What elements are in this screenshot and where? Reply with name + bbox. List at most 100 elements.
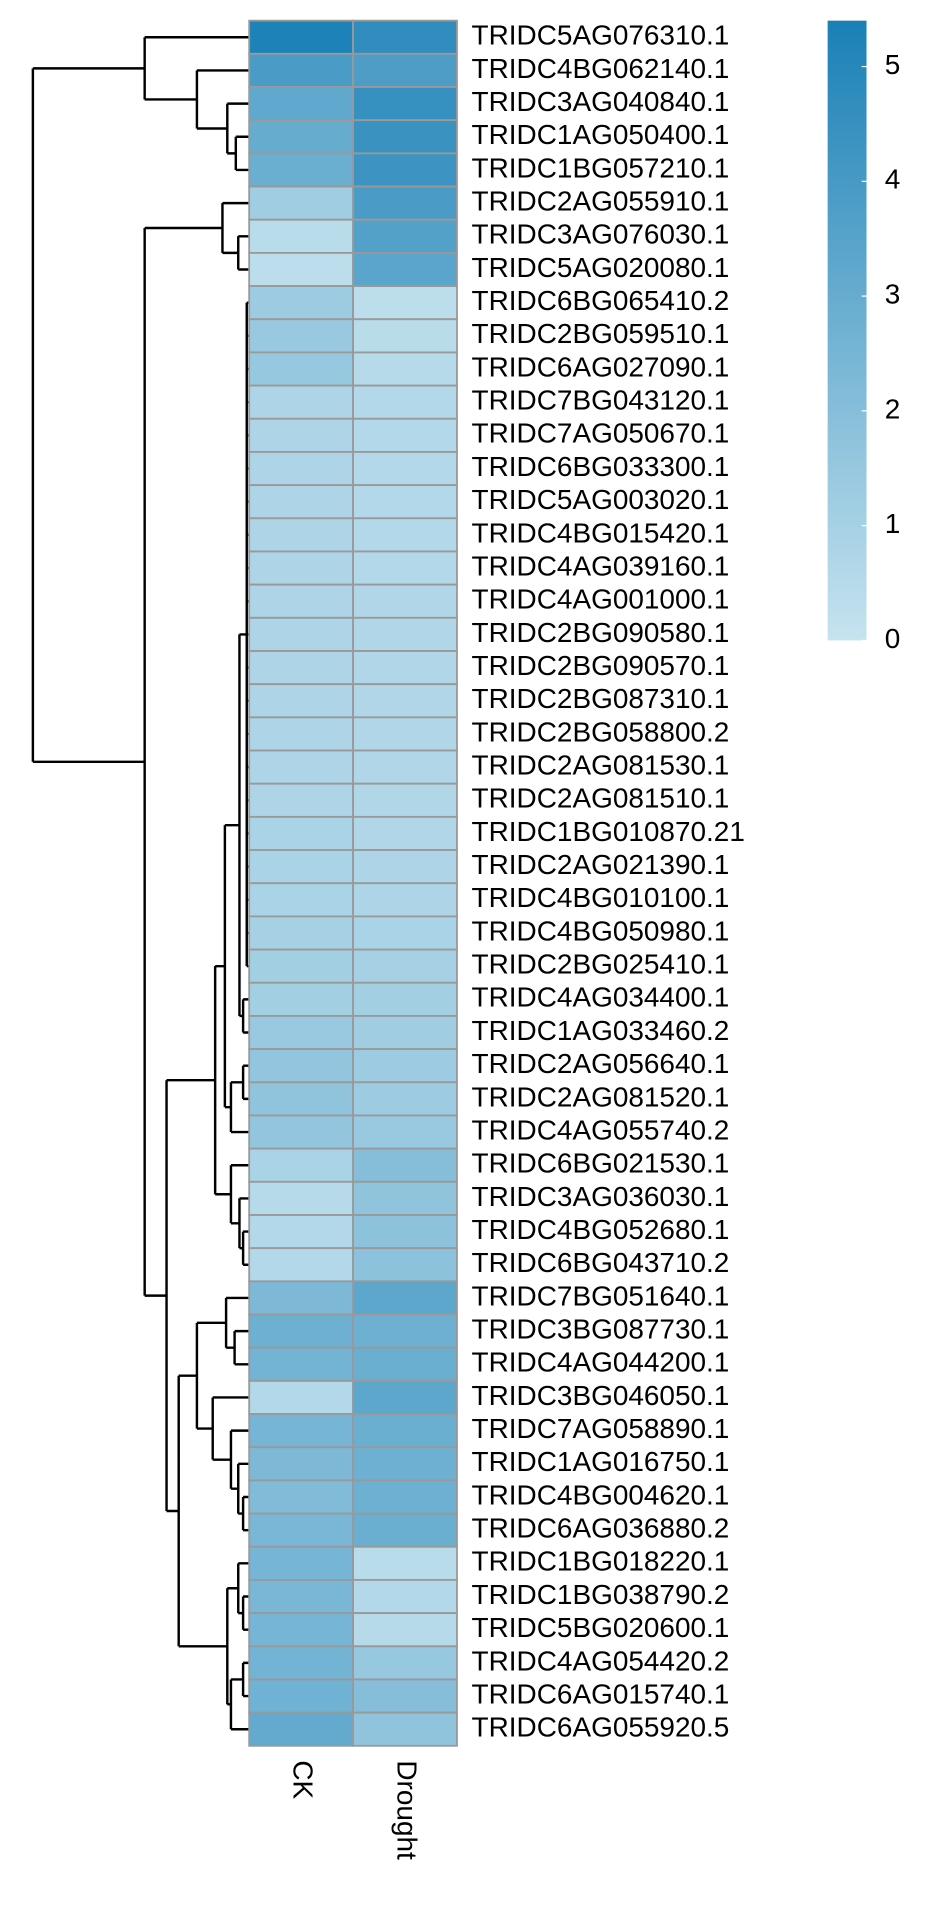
heatmap-cell: [352, 1346, 458, 1382]
heatmap-cell: [352, 1214, 458, 1250]
heatmap-cell: [248, 981, 354, 1017]
heatmap-cell: [248, 417, 354, 453]
heatmap-cell: [248, 1711, 354, 1747]
heatmap-cell: [248, 849, 354, 885]
heatmap-cell: [248, 119, 354, 155]
heatmap-cell: [248, 1413, 354, 1449]
heatmap-cell: [352, 1280, 458, 1316]
heatmap-cell: [352, 185, 458, 221]
colorbar-tick-label: 5: [885, 49, 901, 80]
heatmap-cell: [248, 451, 354, 487]
heatmap-cell: [248, 251, 354, 287]
row-label: TRIDC1AG050400.1: [472, 119, 730, 150]
row-label: TRIDC4BG015420.1: [472, 517, 730, 548]
heatmap-cell: [248, 86, 354, 122]
heatmap-cell: [248, 1479, 354, 1515]
heatmap-cell: [248, 484, 354, 520]
heatmap-cell: [352, 849, 458, 885]
row-label: TRIDC4AG054420.2: [472, 1645, 730, 1676]
heatmap-cell: [248, 1048, 354, 1084]
row-label: TRIDC1BG057210.1: [472, 152, 730, 183]
row-label: TRIDC4AG034400.1: [472, 982, 730, 1013]
heatmap-cell: [352, 52, 458, 88]
heatmap-cell: [352, 451, 458, 487]
row-label: TRIDC4BG052680.1: [472, 1214, 730, 1245]
row-label: TRIDC6BG043710.2: [472, 1247, 730, 1278]
row-label: TRIDC5BG020600.1: [472, 1612, 730, 1643]
heatmap-cell: [352, 1015, 458, 1051]
heatmap-cell: [248, 583, 354, 619]
row-label: TRIDC1BG018220.1: [472, 1546, 730, 1577]
heatmap-cell: [352, 1512, 458, 1548]
heatmap-cell: [248, 1612, 354, 1648]
heatmap-cell: [248, 782, 354, 818]
heatmap-cell: [248, 351, 354, 387]
heatmap-cell: [248, 716, 354, 752]
row-label: TRIDC4BG050980.1: [472, 915, 730, 946]
row-label: TRIDC3AG040840.1: [472, 86, 730, 117]
heatmap-cell: [248, 1346, 354, 1382]
heatmap-cell: [352, 152, 458, 188]
heatmap-cell: [352, 1579, 458, 1615]
heatmap-cell: [248, 915, 354, 951]
heatmap-cell: [352, 550, 458, 586]
heatmap-cell: [248, 19, 354, 55]
heatmap-cell: [352, 683, 458, 719]
heatmap-cell: [248, 1579, 354, 1615]
row-label: TRIDC2BG090570.1: [472, 650, 730, 681]
heatmap-cell: [352, 484, 458, 520]
heatmap-cell: [248, 1081, 354, 1117]
heatmap-cell: [248, 1313, 354, 1349]
heatmap-cell: [248, 1545, 354, 1581]
heatmap-cell: [248, 815, 354, 851]
row-label: TRIDC2AG081520.1: [472, 1081, 730, 1112]
row-label: TRIDC2BG059510.1: [472, 318, 730, 349]
heatmap-cell: [248, 650, 354, 686]
row-label: TRIDC3AG036030.1: [472, 1181, 730, 1212]
heatmap-cell: [352, 1114, 458, 1150]
heatmap-cell: [352, 915, 458, 951]
heatmap-cell: [248, 517, 354, 553]
heatmap-cell: [248, 1678, 354, 1714]
heatmap-cell: [248, 1280, 354, 1316]
row-label: TRIDC2AG056640.1: [472, 1048, 730, 1079]
row-label: TRIDC2AG081530.1: [472, 750, 730, 781]
heatmap-cell: [248, 285, 354, 321]
heatmap-cell: [248, 318, 354, 354]
row-label: TRIDC4BG004620.1: [472, 1479, 730, 1510]
row-label: TRIDC6AG055920.5: [472, 1712, 730, 1743]
row-label: TRIDC6AG015740.1: [472, 1678, 730, 1709]
row-label: TRIDC7AG058890.1: [472, 1413, 730, 1444]
heatmap-cell: [248, 1446, 354, 1482]
heatmap-cell: [352, 1081, 458, 1117]
heatmap-cell: [248, 1379, 354, 1415]
heatmap-cell: [352, 1247, 458, 1283]
row-label: TRIDC1BG010870.21: [472, 816, 745, 847]
heatmap-cell: [248, 683, 354, 719]
row-label: TRIDC2BG090580.1: [472, 617, 730, 648]
heatmap-cell: [248, 550, 354, 586]
heatmap-cell: [352, 782, 458, 818]
heatmap-cell: [352, 86, 458, 122]
heatmap-cell: [352, 218, 458, 254]
row-label: TRIDC2AG055910.1: [472, 186, 730, 217]
row-dendrogram: [31, 36, 250, 1731]
heatmap-cell: [248, 218, 354, 254]
row-label: TRIDC6BG021530.1: [472, 1148, 730, 1179]
heatmap-cell: [248, 185, 354, 221]
row-label: TRIDC4AG044200.1: [472, 1347, 730, 1378]
row-label: TRIDC2BG025410.1: [472, 949, 730, 980]
row-label: TRIDC4BG062140.1: [472, 53, 730, 84]
heatmap-cell: [352, 1313, 458, 1349]
heatmap-cell: [248, 152, 354, 188]
row-label: TRIDC3AG076030.1: [472, 219, 730, 250]
row-label: TRIDC1AG016750.1: [472, 1446, 730, 1477]
row-label: TRIDC7BG051640.1: [472, 1280, 730, 1311]
column-label: Drought: [392, 1760, 423, 1860]
colorbar-tick-label: 4: [885, 164, 901, 195]
heatmap-cell: [352, 119, 458, 155]
colorbar-tick-label: 2: [885, 393, 901, 424]
heatmap-cell: [248, 1512, 354, 1548]
heatmap-cell: [352, 650, 458, 686]
